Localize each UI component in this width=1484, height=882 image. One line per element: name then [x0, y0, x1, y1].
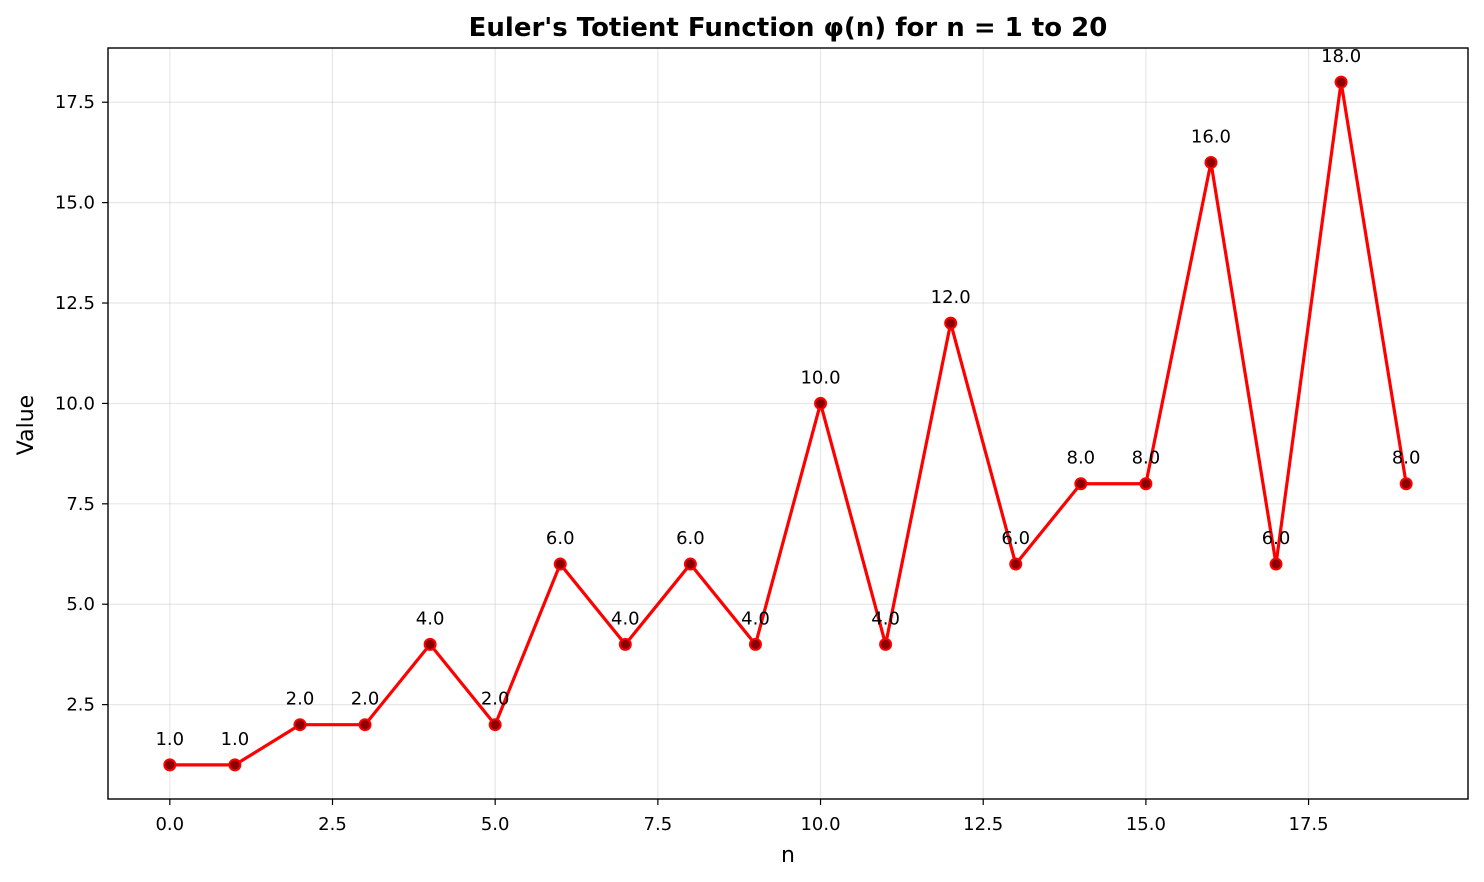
data-point-label: 18.0: [1321, 46, 1361, 67]
data-point-marker: [618, 637, 632, 651]
markers-group: [163, 75, 1413, 772]
data-point-label: 4.0: [416, 608, 445, 629]
y-tick-label: 10.0: [55, 393, 95, 414]
series-line: [169, 80, 1408, 767]
x-tick-label: 15.0: [1126, 814, 1166, 835]
data-point-label: 2.0: [481, 689, 510, 710]
data-point-label: 4.0: [871, 608, 900, 629]
x-tick-label: 5.0: [481, 814, 510, 835]
data-point-marker: [879, 637, 893, 651]
x-axis-label: n: [781, 843, 795, 868]
data-point-marker: [1009, 557, 1023, 571]
data-point-label: 8.0: [1392, 448, 1421, 469]
y-tick-label: 2.5: [66, 695, 95, 716]
x-tick-label: 12.5: [963, 814, 1003, 835]
y-tick-label: 5.0: [66, 594, 95, 615]
data-point-marker: [683, 557, 697, 571]
data-point-marker: [488, 718, 502, 732]
data-point-marker: [423, 637, 437, 651]
data-point-marker: [163, 758, 177, 772]
data-point-label: 6.0: [1001, 528, 1030, 549]
data-point-marker: [228, 758, 242, 772]
data-labels-group: 1.0 1.0 2.0 2.0 4.0 2.0 6.0 4.0 6.0 4.0 10.0 4.0 12.…: [155, 46, 1420, 750]
chart-title: Euler's Totient Function φ(n) for n = 1 …: [469, 13, 1108, 43]
y-axis-ticks: 2.5 5.0 7.5 10.0 12.5 15.0 17.5: [55, 92, 108, 716]
data-point-label: 4.0: [741, 608, 770, 629]
data-point-label: 1.0: [221, 729, 250, 750]
data-point-marker: [748, 637, 762, 651]
data-point-marker: [1334, 75, 1348, 89]
data-point-label: 8.0: [1132, 448, 1161, 469]
x-tick-label: 2.5: [318, 814, 347, 835]
data-point-marker: [1074, 477, 1088, 491]
x-axis-ticks: 0.0 2.5 5.0 7.5 10.0 12.5 15.0 17.5: [155, 799, 1329, 835]
y-tick-label: 17.5: [55, 92, 95, 113]
plot-area-frame: [107, 47, 1469, 800]
data-point-marker: [1399, 477, 1413, 491]
data-point-label: 2.0: [351, 689, 380, 710]
data-point-label: 4.0: [611, 608, 640, 629]
data-point-marker: [1139, 477, 1153, 491]
x-tick-label: 10.0: [800, 814, 840, 835]
grid-lines: [108, 48, 1468, 799]
data-point-label: 6.0: [676, 528, 705, 549]
series-group: [169, 80, 1408, 767]
data-point-marker: [293, 718, 307, 732]
data-point-marker: [1269, 557, 1283, 571]
data-point-label: 6.0: [1262, 528, 1291, 549]
y-tick-label: 15.0: [55, 193, 95, 214]
x-tick-label: 0.0: [155, 814, 184, 835]
data-point-label: 1.0: [155, 729, 184, 750]
data-point-label: 2.0: [286, 689, 315, 710]
data-point-label: 12.0: [931, 287, 971, 308]
data-point-label: 8.0: [1067, 448, 1096, 469]
y-tick-label: 12.5: [55, 293, 95, 314]
data-point-marker: [814, 396, 828, 410]
data-point-label: 16.0: [1191, 126, 1231, 147]
y-tick-label: 7.5: [66, 494, 95, 515]
x-tick-label: 7.5: [644, 814, 673, 835]
data-point-label: 6.0: [546, 528, 575, 549]
data-point-marker: [944, 316, 958, 330]
data-point-marker: [1204, 155, 1218, 169]
data-point-marker: [358, 718, 372, 732]
data-point-label: 10.0: [800, 367, 840, 388]
data-point-marker: [553, 557, 567, 571]
y-axis-label: Value: [14, 395, 39, 455]
x-tick-label: 17.5: [1289, 814, 1329, 835]
